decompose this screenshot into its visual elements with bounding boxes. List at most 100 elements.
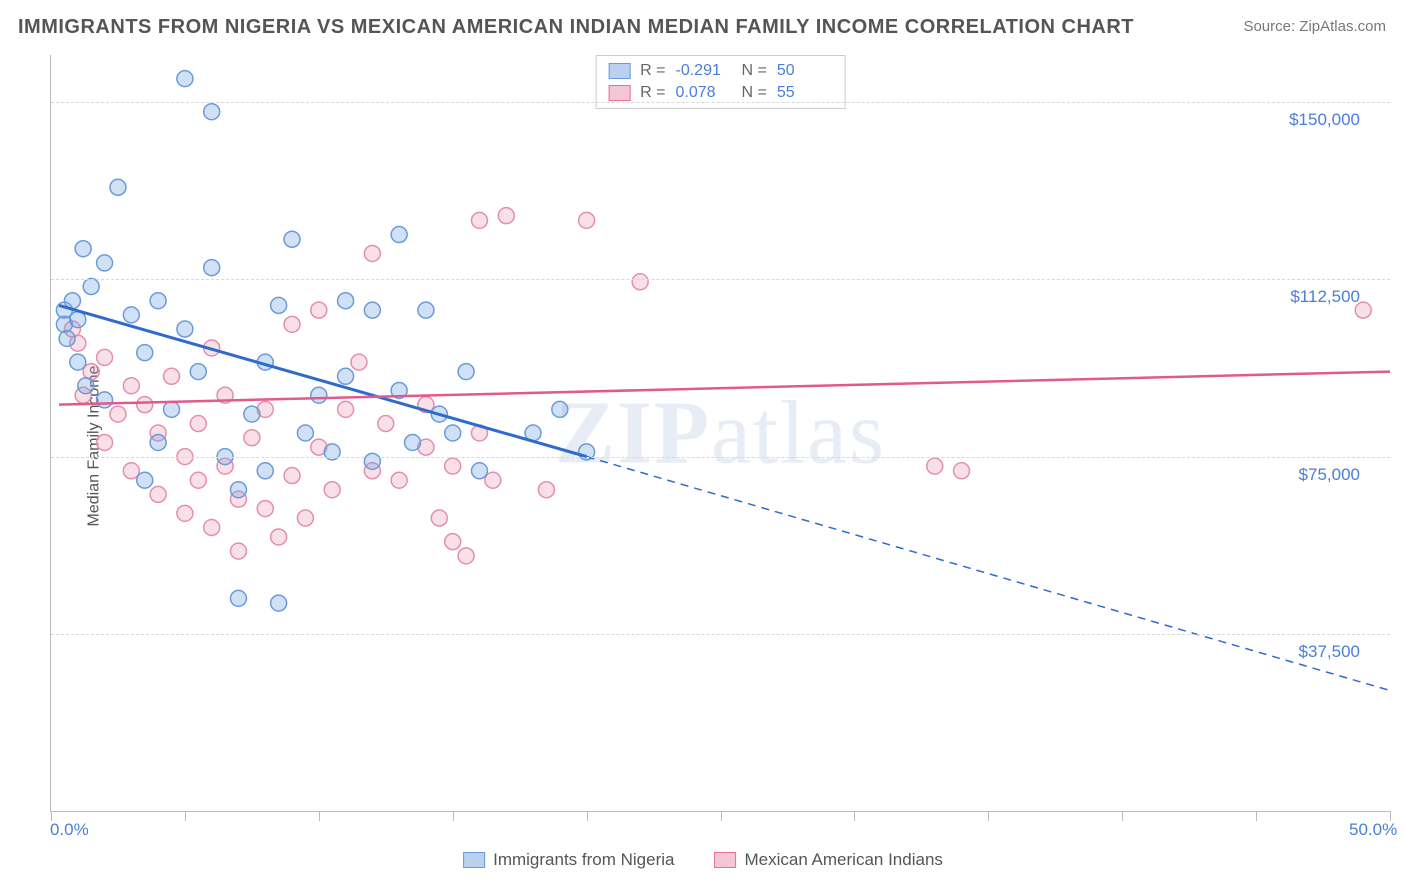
data-point	[150, 434, 166, 450]
data-point	[97, 349, 113, 365]
data-point	[97, 392, 113, 408]
data-point	[297, 425, 313, 441]
data-point	[418, 302, 434, 318]
data-point	[445, 458, 461, 474]
legend-r-label: R =	[640, 62, 665, 80]
y-tick-label: $75,000	[1299, 465, 1360, 485]
data-point	[405, 434, 421, 450]
x-tick	[587, 811, 588, 821]
gridline	[51, 457, 1390, 458]
data-point	[351, 354, 367, 370]
y-tick-label: $37,500	[1299, 642, 1360, 662]
data-point	[177, 505, 193, 521]
x-tick	[1122, 811, 1123, 821]
data-point	[271, 595, 287, 611]
data-point	[177, 321, 193, 337]
data-point	[471, 212, 487, 228]
data-point	[297, 510, 313, 526]
x-tick	[988, 811, 989, 821]
y-tick-label: $112,500	[1290, 287, 1360, 307]
data-point	[552, 401, 568, 417]
data-point	[391, 472, 407, 488]
gridline	[51, 279, 1390, 280]
series-legend-label: Immigrants from Nigeria	[493, 850, 674, 870]
legend-n-value: 55	[777, 84, 833, 102]
data-point	[70, 312, 86, 328]
data-point	[338, 368, 354, 384]
data-point	[498, 208, 514, 224]
correlation-legend: R = -0.291 N = 50R = 0.078 N = 55	[595, 55, 846, 109]
data-point	[445, 534, 461, 550]
regression-line-extrapolated	[587, 457, 1390, 691]
data-point	[59, 331, 75, 347]
data-point	[97, 434, 113, 450]
data-point	[204, 104, 220, 120]
data-point	[378, 416, 394, 432]
data-point	[190, 364, 206, 380]
data-point	[137, 397, 153, 413]
legend-swatch	[608, 63, 630, 79]
data-point	[271, 529, 287, 545]
legend-swatch	[714, 852, 736, 868]
legend-row: R =0.078N =55	[608, 82, 833, 104]
legend-n-value: 50	[777, 62, 833, 80]
data-point	[284, 468, 300, 484]
data-point	[137, 472, 153, 488]
data-point	[284, 231, 300, 247]
x-tick-label: 0.0%	[50, 820, 89, 840]
x-tick	[185, 811, 186, 821]
data-point	[954, 463, 970, 479]
legend-row: R = -0.291 N = 50	[608, 60, 833, 82]
data-point	[230, 590, 246, 606]
data-point	[150, 486, 166, 502]
data-point	[271, 297, 287, 313]
data-point	[190, 416, 206, 432]
data-point	[230, 482, 246, 498]
data-point	[97, 255, 113, 271]
data-point	[164, 368, 180, 384]
data-point	[257, 463, 273, 479]
x-tick-label: 50.0%	[1349, 820, 1397, 840]
data-point	[458, 548, 474, 564]
legend-r-value: 0.078	[676, 84, 732, 102]
gridline	[51, 634, 1390, 635]
data-point	[75, 241, 91, 257]
legend-n-label: N =	[742, 84, 767, 102]
x-tick	[721, 811, 722, 821]
data-point	[364, 245, 380, 261]
regression-line	[59, 372, 1390, 405]
data-point	[190, 472, 206, 488]
x-tick	[854, 811, 855, 821]
data-point	[471, 463, 487, 479]
data-point	[338, 293, 354, 309]
series-legend: Immigrants from Nigeria Mexican American …	[463, 850, 943, 870]
series-legend-label: Mexican American Indians	[744, 850, 942, 870]
data-point	[391, 227, 407, 243]
legend-swatch	[463, 852, 485, 868]
data-point	[324, 482, 340, 498]
data-point	[110, 179, 126, 195]
data-point	[431, 510, 447, 526]
x-tick	[1256, 811, 1257, 821]
legend-n-label: N =	[742, 62, 767, 80]
data-point	[244, 406, 260, 422]
data-point	[78, 378, 94, 394]
data-point	[445, 425, 461, 441]
data-point	[83, 279, 99, 295]
data-point	[230, 543, 246, 559]
data-point	[123, 307, 139, 323]
data-point	[150, 293, 166, 309]
data-point	[70, 354, 86, 370]
data-point	[338, 401, 354, 417]
data-point	[204, 260, 220, 276]
data-point	[123, 378, 139, 394]
chart-title: IMMIGRANTS FROM NIGERIA VS MEXICAN AMERI…	[18, 16, 1134, 39]
data-point	[177, 71, 193, 87]
data-point	[458, 364, 474, 380]
legend-r-value: -0.291	[676, 62, 732, 80]
series-legend-item: Immigrants from Nigeria	[463, 850, 674, 870]
plot-area: ZIPatlas R =-0.291N =50R =0.078N =55 $37…	[50, 55, 1390, 812]
source-label: Source: ZipAtlas.com	[1243, 18, 1386, 35]
data-point	[927, 458, 943, 474]
data-point	[284, 316, 300, 332]
